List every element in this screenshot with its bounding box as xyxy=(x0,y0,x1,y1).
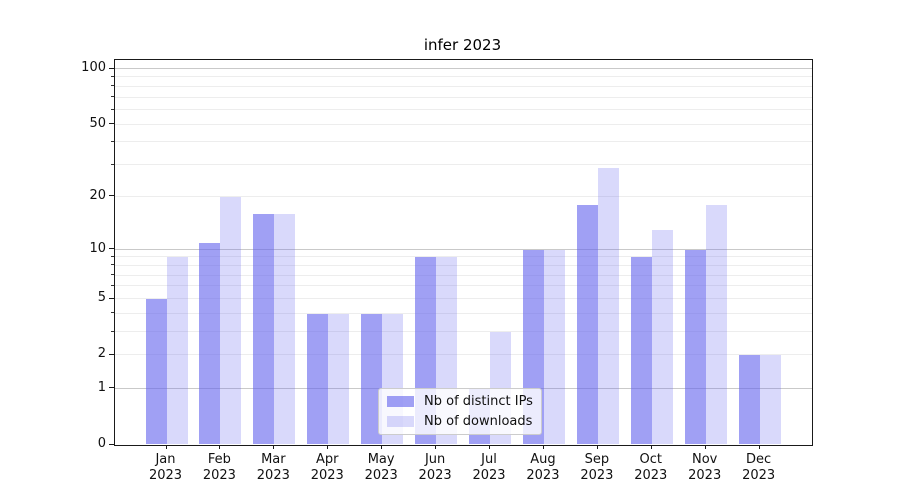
bar-nb-of-distinct-ips-apr xyxy=(307,313,329,444)
x-tick-label-sep: Sep 2023 xyxy=(580,452,614,483)
gridline-minor-4 xyxy=(115,312,812,314)
x-tick-sep xyxy=(596,445,598,449)
bar-nb-of-distinct-ips-jan xyxy=(145,299,167,444)
gridline-minor-50 xyxy=(115,123,812,125)
gridline-minor-60 xyxy=(115,109,812,111)
y-tick-label-100: 100 xyxy=(81,60,106,75)
y-minortick-90 xyxy=(111,75,114,77)
y-tick-2 xyxy=(109,353,114,355)
y-tick-5 xyxy=(109,297,114,299)
y-minortick-9 xyxy=(111,255,114,257)
x-tick-apr xyxy=(327,445,329,449)
gridline-minor-7 xyxy=(115,274,812,276)
gridline-minor-30 xyxy=(115,164,812,166)
gridline-minor-3 xyxy=(115,331,812,333)
gridline-minor-40 xyxy=(115,141,812,143)
x-tick-jun xyxy=(435,445,437,449)
x-tick-may xyxy=(381,445,383,449)
x-tick-dec xyxy=(758,445,760,449)
x-tick-label-dec: Dec 2023 xyxy=(742,452,776,483)
gridline-minor-8 xyxy=(115,264,812,266)
bar-nb-of-distinct-ips-may xyxy=(361,313,383,444)
legend-swatch-distinct-ips xyxy=(387,396,414,407)
bar-nb-of-distinct-ips-feb xyxy=(199,242,221,444)
legend-swatch-downloads xyxy=(387,416,414,427)
bar-nb-of-distinct-ips-mar xyxy=(253,214,275,444)
legend-entry-downloads: Nb of downloads xyxy=(387,414,533,430)
gridline-minor-6 xyxy=(115,285,812,287)
y-tick-label-2: 2 xyxy=(97,346,106,362)
gridline-minor-90 xyxy=(115,76,812,78)
bar-nb-of-downloads-dec xyxy=(759,355,781,444)
y-minortick-80 xyxy=(111,85,114,87)
x-tick-oct xyxy=(650,445,652,449)
legend-entry-distinct-ips: Nb of distinct IPs xyxy=(387,394,533,410)
gridline-major-100 xyxy=(115,68,812,69)
y-tick-label-20: 20 xyxy=(89,187,106,203)
y-minortick-8 xyxy=(111,264,114,266)
legend: Nb of distinct IPs Nb of downloads xyxy=(378,388,542,435)
gridline-minor-5 xyxy=(115,298,812,300)
x-tick-jan xyxy=(165,445,167,449)
x-tick-label-feb: Feb 2023 xyxy=(202,452,236,483)
y-minortick-4 xyxy=(111,312,114,314)
gridline-minor-20 xyxy=(115,195,812,197)
y-minortick-30 xyxy=(111,163,114,165)
y-minortick-3 xyxy=(111,330,114,332)
gridline-minor-9 xyxy=(115,256,812,258)
bar-nb-of-downloads-apr xyxy=(328,313,350,444)
bar-nb-of-downloads-sep xyxy=(597,167,619,444)
x-tick-label-nov: Nov 2023 xyxy=(688,452,722,483)
gridline-minor-80 xyxy=(115,85,812,87)
x-tick-mar xyxy=(273,445,275,449)
bar-nb-of-downloads-nov xyxy=(705,205,727,444)
y-tick-50 xyxy=(109,123,114,125)
gridline-minor-70 xyxy=(115,96,812,98)
x-tick-label-jun: Jun 2023 xyxy=(418,452,452,483)
bar-nb-of-distinct-ips-nov xyxy=(684,249,706,444)
x-tick-label-jan: Jan 2023 xyxy=(148,452,183,483)
y-minortick-6 xyxy=(111,284,114,286)
x-tick-label-jul: Jul 2023 xyxy=(472,452,506,483)
y-tick-label-0: 0 xyxy=(97,436,106,451)
y-tick-100 xyxy=(109,67,114,69)
y-minortick-40 xyxy=(111,140,114,142)
bar-nb-of-distinct-ips-dec xyxy=(738,355,760,444)
bar-nb-of-downloads-aug xyxy=(543,249,565,444)
y-minortick-60 xyxy=(111,108,114,110)
y-tick-label-5: 5 xyxy=(97,290,106,306)
y-tick-label-10: 10 xyxy=(89,240,106,256)
x-tick-label-apr: Apr 2023 xyxy=(310,452,344,483)
gridline-major-10 xyxy=(115,248,812,250)
legend-label-distinct-ips: Nb of distinct IPs xyxy=(424,394,533,409)
bar-nb-of-downloads-feb xyxy=(220,196,242,444)
bar-nb-of-distinct-ips-sep xyxy=(576,205,598,444)
x-tick-label-mar: Mar 2023 xyxy=(256,452,290,483)
y-minortick-70 xyxy=(111,96,114,98)
y-tick-1 xyxy=(109,387,114,389)
y-tick-0 xyxy=(109,443,114,445)
bar-nb-of-distinct-ips-oct xyxy=(630,257,652,444)
bar-nb-of-downloads-jan xyxy=(166,257,188,444)
x-tick-nov xyxy=(704,445,706,449)
y-tick-20 xyxy=(109,195,114,197)
gridline-minor-2 xyxy=(115,354,812,356)
x-tick-label-may: May 2023 xyxy=(364,452,398,483)
x-tick-label-aug: Aug 2023 xyxy=(526,452,560,483)
y-tick-10 xyxy=(109,248,114,250)
y-tick-label-50: 50 xyxy=(89,115,106,131)
bar-nb-of-downloads-mar xyxy=(274,214,296,444)
bar-nb-of-downloads-oct xyxy=(651,229,673,444)
x-tick-label-oct: Oct 2023 xyxy=(634,452,668,483)
chart-title: infer 2023 xyxy=(423,36,502,54)
x-tick-aug xyxy=(542,445,544,449)
y-tick-label-1: 1 xyxy=(97,379,106,395)
x-tick-jul xyxy=(489,445,491,449)
x-tick-feb xyxy=(219,445,221,449)
y-minortick-7 xyxy=(111,274,114,276)
plot-area xyxy=(114,59,813,446)
legend-label-downloads: Nb of downloads xyxy=(424,414,533,429)
